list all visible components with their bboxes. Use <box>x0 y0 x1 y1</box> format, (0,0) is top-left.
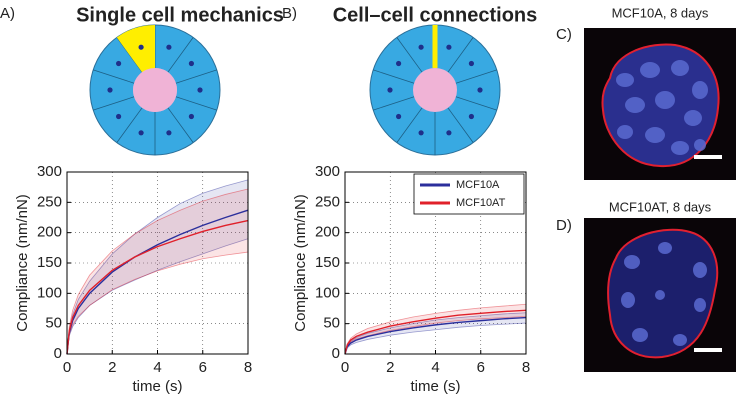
y-tick-label: 150 <box>315 254 340 271</box>
band-upper <box>66 179 249 355</box>
image-title: MCF10A, 8 days <box>612 5 709 20</box>
y-tick-label: 250 <box>315 193 340 210</box>
x-axis-label: time (s) <box>411 378 461 395</box>
y-tick-label: 250 <box>37 193 62 210</box>
confidence-band <box>345 312 526 354</box>
confidence-band <box>345 304 526 354</box>
image-title: MCF10AT, 8 days <box>609 199 712 214</box>
chart-title: Cell–cell connections <box>333 4 538 26</box>
cell-diagram-b <box>369 24 501 156</box>
plot-frame <box>66 171 249 355</box>
y-tick-label: 150 <box>37 254 62 271</box>
y-tick-label: 300 <box>37 163 62 180</box>
band-lower <box>66 238 249 355</box>
x-tick-label: 2 <box>386 359 394 376</box>
x-tick-label: 0 <box>341 359 349 376</box>
x-tick-label: 4 <box>153 359 161 376</box>
plot-area <box>67 172 248 354</box>
y-tick-label: 0 <box>332 345 340 362</box>
x-axis-label: time (s) <box>133 378 183 395</box>
x-tick-label: 0 <box>63 359 71 376</box>
y-tick-label: 50 <box>45 315 62 332</box>
x-tick-label: 8 <box>522 359 530 376</box>
x-tick-label: 2 <box>108 359 116 376</box>
y-axis-label: Compliance (nm/nN) <box>292 194 309 332</box>
panel-label: D) <box>556 217 572 234</box>
chart-title: Single cell mechanics <box>76 4 284 26</box>
band-lower <box>66 251 249 355</box>
x-tick-label: 6 <box>477 359 485 376</box>
cell-diagram-a <box>89 24 221 156</box>
y-tick-label: 100 <box>315 284 340 301</box>
band-upper <box>344 303 527 355</box>
y-tick-label: 100 <box>37 284 62 301</box>
series-line <box>344 316 527 355</box>
confidence-band <box>67 188 248 354</box>
plot-frame <box>344 171 527 355</box>
series-line <box>66 219 249 355</box>
x-tick-label: 8 <box>244 359 252 376</box>
panel-label: A) <box>0 5 15 22</box>
band-lower <box>344 322 527 355</box>
legend-label: MCF10AT <box>456 197 506 209</box>
legend-label: MCF10A <box>456 179 500 191</box>
y-tick-label: 0 <box>54 345 62 362</box>
panel-label: C) <box>556 26 572 43</box>
panel-label: B) <box>282 5 297 22</box>
y-axis-label: Compliance (nm/nN) <box>14 194 31 332</box>
legend-box <box>413 173 525 215</box>
band-lower <box>344 315 527 355</box>
x-tick-label: 6 <box>199 359 207 376</box>
y-tick-label: 200 <box>315 224 340 241</box>
confidence-band <box>67 179 248 354</box>
series-group <box>344 303 527 355</box>
series-group <box>66 179 249 355</box>
series-line <box>344 309 527 355</box>
x-tick-label: 4 <box>431 359 439 376</box>
y-tick-label: 200 <box>37 224 62 241</box>
micrograph-c <box>584 28 736 180</box>
band-upper <box>66 188 249 355</box>
y-tick-label: 300 <box>315 163 340 180</box>
y-tick-label: 50 <box>323 315 340 332</box>
micrograph-d <box>584 218 736 372</box>
